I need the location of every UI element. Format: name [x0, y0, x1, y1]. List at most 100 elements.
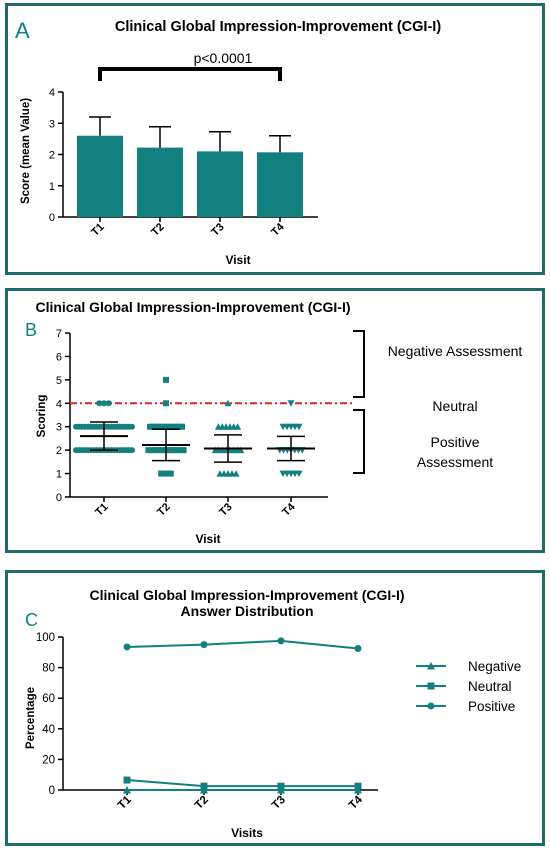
y-axis-label-b: Scoring — [36, 395, 48, 438]
x-tick-label: T4 — [347, 793, 365, 811]
series-point-neutral — [200, 782, 208, 790]
y-tick-label: 3 — [56, 422, 62, 434]
data-point-T2 — [145, 447, 152, 454]
data-point-T1 — [101, 400, 107, 407]
data-point-T4 — [295, 470, 303, 478]
y-axis-label-a: Score (mean Value) — [20, 98, 32, 204]
x-tick-label: T2 — [193, 794, 211, 812]
y-tick-label: 80 — [42, 663, 55, 675]
label-positive-line2: Assessment — [417, 454, 493, 470]
series-point-negative — [277, 786, 285, 794]
panel-letter-c: C — [25, 610, 38, 630]
legend-marker-neutral — [427, 682, 435, 690]
y-tick-label: 6 — [56, 351, 62, 363]
label-positive-line1: Positive — [430, 434, 479, 450]
data-point-T2 — [177, 447, 184, 454]
panel-b: B Clinical Global Impression-Improvement… — [5, 288, 545, 553]
data-point-T2 — [154, 423, 161, 430]
y-tick-label: 100 — [36, 632, 55, 644]
data-point-T2 — [159, 447, 166, 454]
series-point-neutral — [354, 782, 362, 790]
panel-a: A Clinical Global Impression-Improvement… — [5, 3, 545, 275]
data-point-T3 — [234, 423, 242, 430]
y-tick-label: 7 — [56, 328, 62, 340]
series-point-neutral — [123, 776, 131, 784]
chart-title-a: Clinical Global Impression-Improvement (… — [115, 19, 441, 35]
x-axis-label-b: Visit — [195, 532, 220, 546]
x-axis-label-c: Visits — [231, 826, 263, 840]
data-point-T1 — [129, 423, 135, 430]
chart-a: A Clinical Global Impression-Improvement… — [15, 18, 441, 267]
data-point-T1 — [129, 447, 135, 454]
bracket-positive — [353, 409, 365, 474]
series-point-negative — [354, 786, 362, 794]
data-point-T2 — [166, 447, 173, 454]
bar-T3 — [197, 151, 243, 217]
y-tick-label: 1 — [49, 181, 55, 193]
y-tick-label: 4 — [49, 87, 55, 99]
x-tick-label: T2 — [155, 501, 173, 519]
chart-title-b: Clinical Global Impression-Improvement (… — [35, 299, 350, 315]
data-point-T2 — [150, 423, 157, 430]
series-point-negative — [200, 786, 208, 794]
y-tick-label: 0 — [49, 785, 55, 797]
data-point-T2 — [163, 376, 169, 383]
data-point-T4 — [295, 423, 303, 431]
chart-b: B Clinical Global Impression-Improvement… — [25, 299, 523, 546]
data-point-T2 — [167, 470, 174, 477]
bracket-negative — [353, 330, 365, 398]
data-point-T4 — [287, 400, 295, 407]
data-point-T2 — [179, 423, 185, 430]
bar-T1 — [77, 135, 123, 217]
x-tick-label: T3 — [217, 501, 235, 519]
data-point-T2 — [171, 423, 178, 430]
series-point-positive — [200, 641, 208, 649]
legend-label-positive: Positive — [468, 699, 515, 714]
data-point-T2 — [158, 470, 165, 477]
y-tick-label: 20 — [42, 754, 55, 766]
series-point-negative — [123, 786, 131, 794]
y-tick-label: 0 — [49, 212, 55, 224]
data-point-T2 — [168, 423, 175, 430]
y-tick-label: 5 — [56, 375, 62, 387]
p-value-annotation: p<0.0001 — [194, 50, 253, 66]
bar-T2 — [137, 147, 183, 217]
y-tick-label: 1 — [56, 469, 62, 481]
data-point-T2 — [175, 423, 182, 430]
x-tick-label: T3 — [209, 221, 227, 239]
y-tick-label: 2 — [56, 445, 62, 457]
data-point-T1 — [105, 400, 112, 407]
legend-marker-positive — [427, 702, 435, 710]
series-point-positive — [277, 637, 285, 645]
y-tick-label: 0 — [56, 492, 62, 504]
data-point-T2 — [163, 470, 169, 477]
data-point-T2 — [147, 423, 153, 430]
data-point-T2 — [161, 423, 168, 430]
legend-label-negative: Negative — [468, 659, 521, 674]
legend-label-neutral: Neutral — [468, 679, 512, 694]
chart-c: C Clinical Global Impression-Improvement… — [25, 587, 521, 840]
panel-c: C Clinical Global Impression-Improvement… — [5, 570, 545, 846]
series-line-neutral — [126, 779, 358, 788]
x-tick-label: T4 — [280, 500, 298, 518]
panel-letter-a: A — [15, 18, 30, 43]
bar-T4 — [257, 152, 303, 217]
data-point-T2 — [173, 447, 180, 454]
data-point-T3 — [224, 399, 232, 407]
legend-marker-negative — [427, 662, 435, 670]
x-tick-label: T1 — [116, 793, 134, 811]
label-negative-assessment: Negative Assessment — [388, 343, 523, 359]
data-point-T2 — [148, 447, 155, 454]
data-point-T2 — [170, 447, 177, 454]
y-tick-label: 2 — [49, 150, 55, 162]
x-tick-label: T4 — [269, 220, 287, 238]
significance-bracket — [98, 67, 282, 81]
y-tick-label: 60 — [42, 693, 55, 705]
series-line-positive — [126, 639, 359, 650]
data-point-T2 — [164, 423, 171, 430]
x-tick-label: T3 — [270, 794, 288, 812]
data-point-T2 — [157, 423, 164, 430]
data-point-T2 — [155, 447, 162, 454]
data-point-T2 — [180, 447, 187, 454]
series-point-positive — [354, 644, 362, 652]
